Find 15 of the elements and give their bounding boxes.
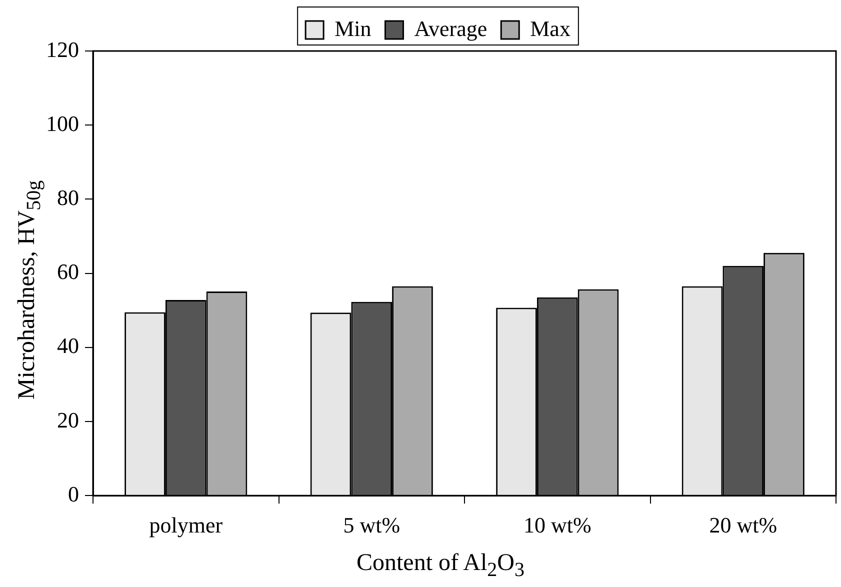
- legend-label: Average: [414, 16, 488, 41]
- x-tick-label: 20 wt%: [709, 512, 778, 538]
- x-axis-title: Content of Al$_{2}$O$_{3}$: [355, 550, 526, 582]
- y-tick-label: 100: [46, 110, 79, 136]
- y-tick-label: 120: [46, 36, 79, 62]
- x-tick-label: 10 wt%: [523, 512, 592, 538]
- legend-label: Min: [334, 16, 372, 41]
- y-tick-label: 20: [57, 407, 79, 432]
- x-tick-label: polymer: [149, 512, 224, 538]
- y-tick-label: 40: [57, 333, 79, 358]
- y-tick-label: 80: [57, 184, 79, 210]
- y-tick-label: 60: [57, 259, 79, 284]
- x-tick-label: 5 wt%: [343, 512, 400, 538]
- y-tick-label: 0: [68, 481, 79, 506]
- legend-label: Max: [530, 16, 570, 41]
